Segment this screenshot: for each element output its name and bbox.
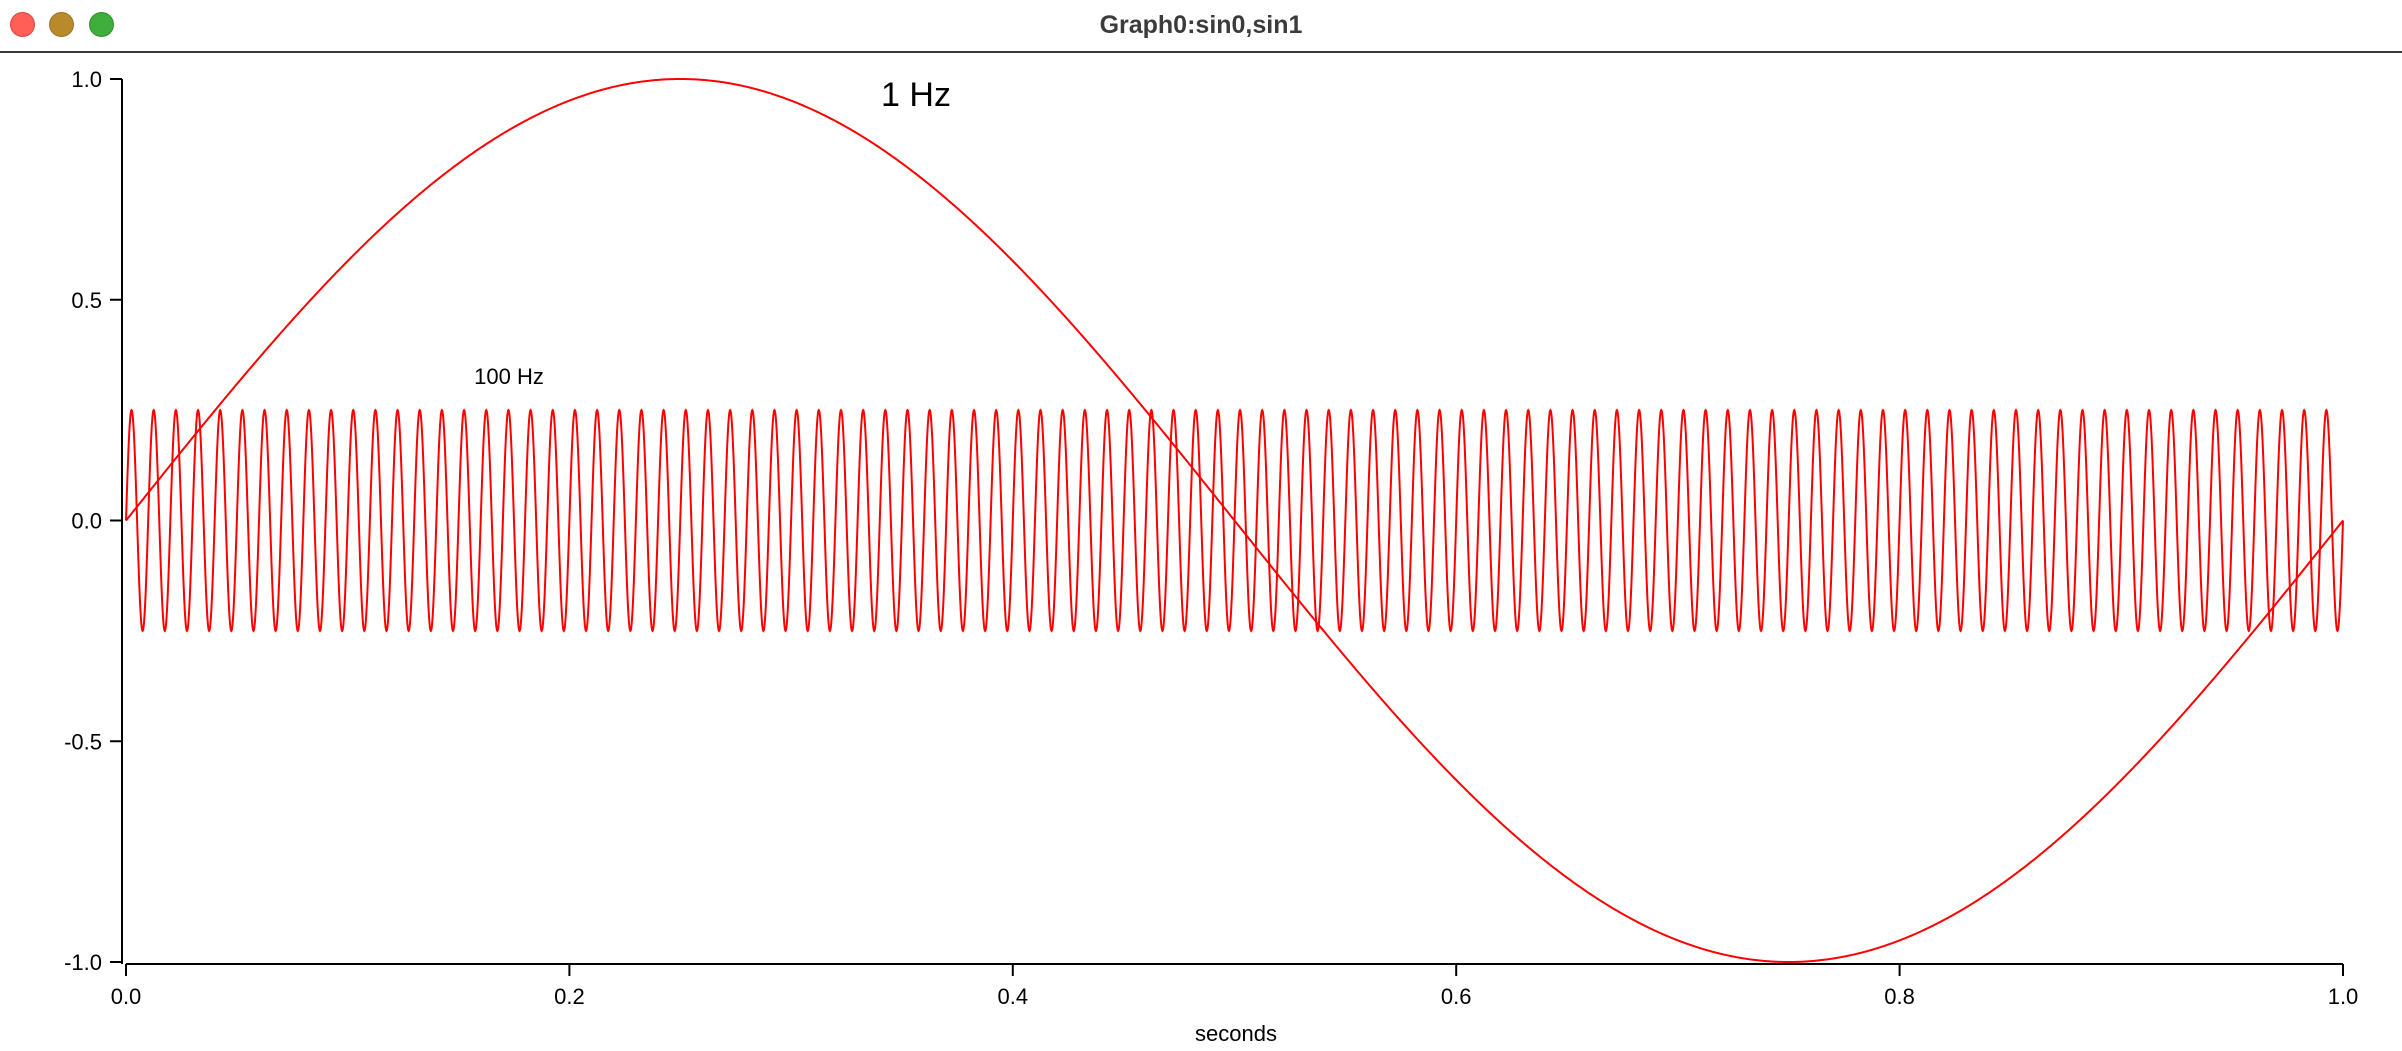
- window-title: Graph0:sin0,sin1: [1099, 11, 1303, 39]
- annotation-1hz-label: 1 Hz: [881, 76, 951, 114]
- zoom-button[interactable]: [89, 12, 114, 37]
- y-tick-label: -1.0: [64, 950, 102, 975]
- x-tick-label: 0.0: [111, 984, 142, 1009]
- x-tick-label: 0.4: [998, 984, 1029, 1009]
- y-tick-label: 1.0: [71, 67, 102, 92]
- x-tick-label: 0.8: [1884, 984, 1915, 1009]
- title-bar[interactable]: Graph0:sin0,sin1: [0, 0, 2402, 53]
- line-chart[interactable]: 0.0 0.2 0.4 0.6 0.8 1.0 1.0 0.5 0.0 -0.5 -1.0 sec…: [0, 53, 2402, 1046]
- x-tick-label: 0.6: [1441, 984, 1472, 1009]
- y-tick-label: 0.0: [71, 509, 102, 534]
- y-ticks: 1.0 0.5 0.0 -0.5 -1.0: [64, 67, 122, 975]
- minimize-button[interactable]: [49, 12, 74, 37]
- x-tick-label: 1.0: [2328, 984, 2359, 1009]
- close-button[interactable]: [10, 12, 35, 37]
- x-tick-label: 0.2: [554, 984, 585, 1009]
- series-line-100hz: [125, 408, 2344, 633]
- series-layer: [125, 78, 2344, 963]
- y-tick-label: 0.5: [71, 288, 102, 313]
- graph-plot-area[interactable]: 0.0 0.2 0.4 0.6 0.8 1.0 1.0 0.5 0.0 -0.5 -1.0 sec…: [0, 53, 2402, 1046]
- x-axis-label: seconds: [1195, 1021, 1277, 1046]
- annotation-100hz-label: 100 Hz: [474, 364, 544, 389]
- y-tick-label: -0.5: [64, 729, 102, 754]
- x-ticks: 0.0 0.2 0.4 0.6 0.8 1.0: [111, 964, 2359, 1009]
